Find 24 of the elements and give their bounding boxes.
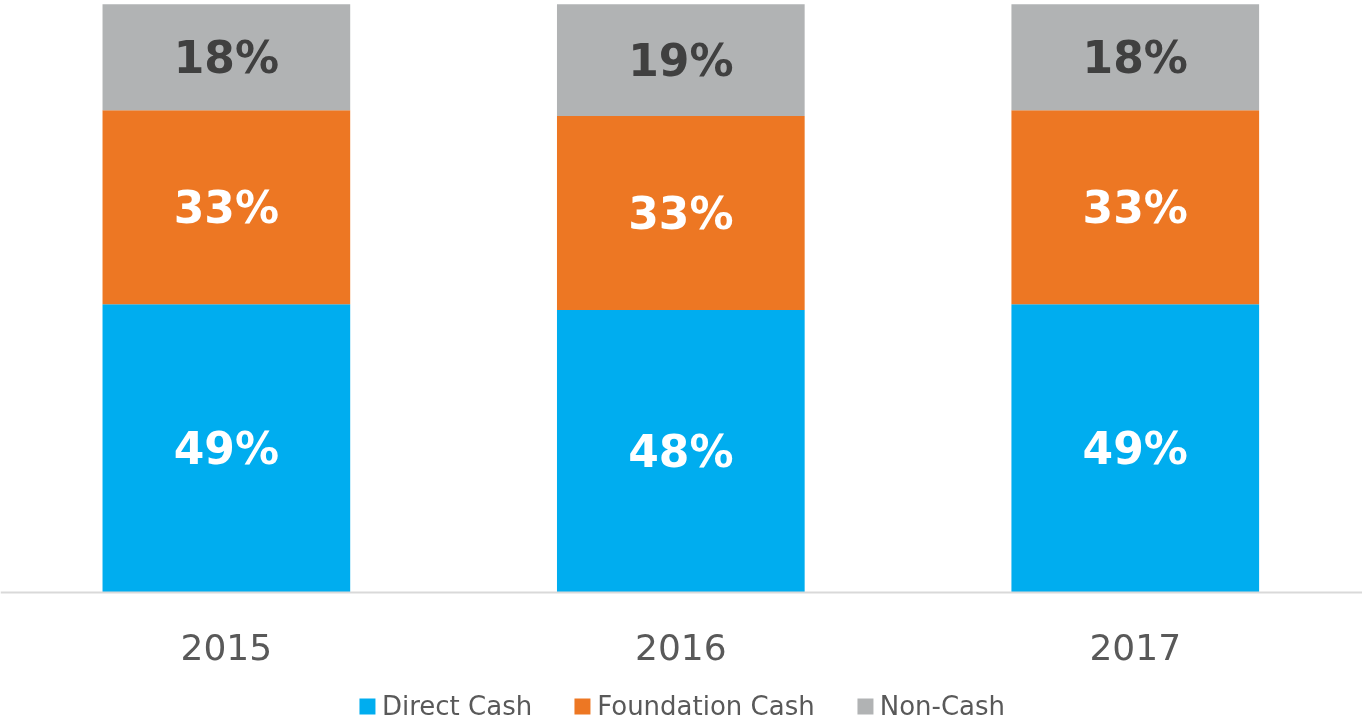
bar	[1011, 304, 1260, 593]
bar	[556, 116, 805, 311]
data-label: 48%	[628, 425, 734, 477]
bar	[1011, 110, 1260, 305]
x-tick-label: 2017	[1089, 627, 1182, 669]
legend-label: Direct Cash	[381, 691, 533, 721]
data-label: 33%	[173, 181, 280, 233]
data-label: 33%	[628, 187, 734, 239]
bar	[1011, 4, 1260, 111]
data-label: 18%	[1082, 31, 1188, 83]
data-label: 33%	[1082, 181, 1188, 233]
bar	[102, 304, 351, 593]
data-label: 19%	[628, 34, 734, 86]
bar	[102, 110, 351, 305]
legend-label: Non-Cash	[879, 691, 1006, 721]
legend-label: Foundation Cash	[597, 691, 815, 721]
bar	[556, 310, 805, 593]
data-label: 49%	[173, 422, 280, 474]
x-tick-label: 2016	[635, 627, 727, 669]
data-label: 18%	[173, 31, 280, 83]
x-tick-label: 2015	[180, 627, 273, 669]
bar	[556, 4, 805, 117]
bar	[102, 4, 351, 111]
data-label: 49%	[1082, 422, 1188, 474]
